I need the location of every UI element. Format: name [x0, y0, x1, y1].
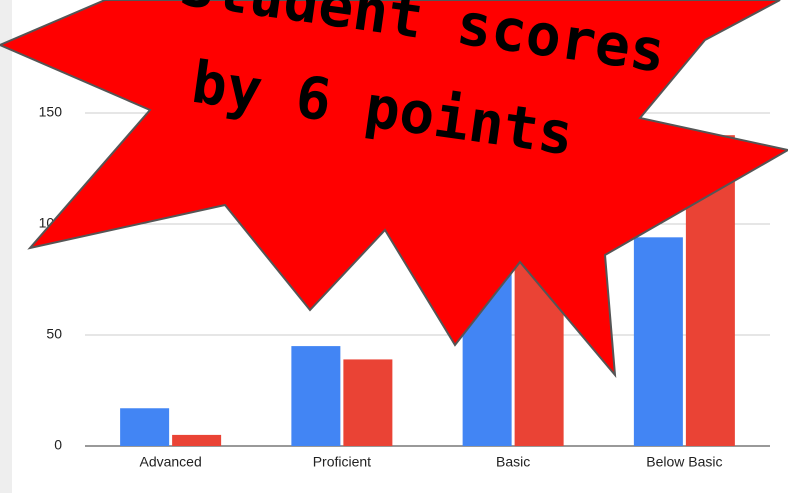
y-tick-label: 150 [39, 104, 63, 120]
x-tick-label: Basic [496, 454, 530, 470]
bar [633, 237, 683, 446]
y-tick-label: 50 [46, 326, 62, 342]
x-tick-label: Below Basic [646, 454, 722, 470]
y-tick-label: 0 [54, 437, 62, 453]
bar [343, 359, 393, 446]
bar [172, 434, 222, 446]
bar [120, 408, 170, 446]
x-tick-label: Proficient [313, 454, 371, 470]
x-tick-label: Advanced [139, 454, 201, 470]
bar [291, 346, 341, 446]
starburst [0, 0, 788, 379]
